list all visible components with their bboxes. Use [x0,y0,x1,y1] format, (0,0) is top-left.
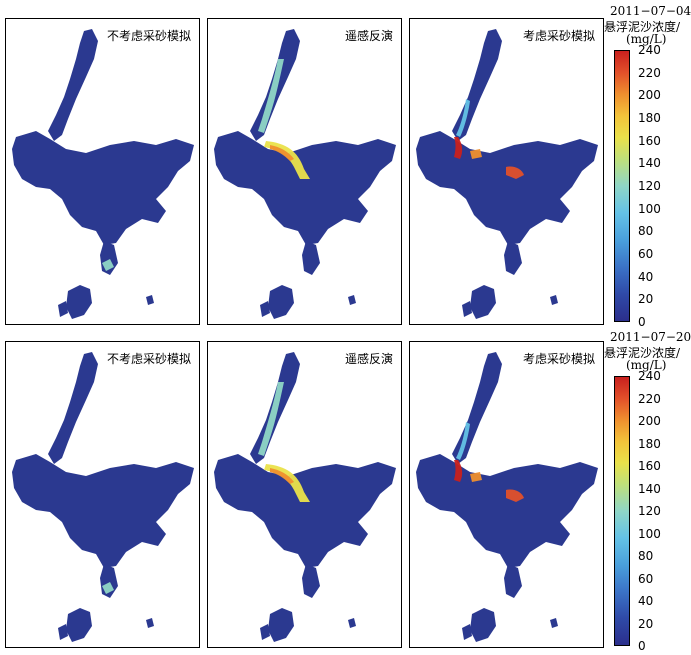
panel-title: 不考虑采砂模拟 [106,29,191,43]
colorbar-tick-label: 100 [638,201,661,216]
colorbar-tick-label: 160 [638,133,661,148]
colorbar-tick-label: 160 [638,459,661,473]
legend-unit-label: (mg/L) [626,358,667,372]
colorbar-tick-label: 20 [638,292,654,307]
map-panel-r2-nosand: 不考虑采砂模拟 [5,341,200,648]
colorbar-tick-label: 0 [638,315,646,329]
colorbar-tick-label: 240 [638,43,661,57]
colorbar-tick-label: 60 [638,571,654,586]
lake-map [12,29,194,319]
lake-map [416,29,598,319]
legend-unit-label: (mg/L) [626,32,667,46]
colorbar-tick-label: 0 [638,639,646,653]
panel-title: 遥感反演 [344,29,393,43]
colorbar-tick-label: 240 [638,369,661,383]
colorbar-tick-label: 140 [638,156,661,171]
colorbar-legend-r2: 2011−07−20 悬浮泥沙浓度/ (mg/L) 240 220 200 180 16… [604,326,691,655]
colorbar [614,50,630,322]
colorbar-tick-label: 140 [638,481,661,496]
colorbar-tick-label: 180 [638,111,661,125]
colorbar-tick-label: 220 [638,391,661,406]
panel-title: 不考虑采砂模拟 [106,352,191,366]
colorbar-tick-label: 220 [638,65,661,80]
panel-title: 考虑采砂模拟 [522,352,595,366]
panel-title: 考虑采砂模拟 [522,29,595,43]
colorbar-tick-label: 200 [638,88,661,103]
legend-date: 2011−07−20 [610,330,691,344]
colorbar-tick-label: 80 [638,224,654,239]
colorbar [614,376,630,646]
lake-map [214,29,396,319]
map-panel-r1-rs: 遥感反演 [207,18,402,325]
map-panel-r2-rs: 遥感反演 [207,341,402,648]
colorbar-tick-label: 120 [638,504,661,518]
colorbar-tick-label: 120 [638,179,661,193]
map-panel-r2-sand: 考虑采砂模拟 [409,341,604,648]
map-panel-r1-sand: 考虑采砂模拟 [409,18,604,325]
colorbar-tick-label: 40 [638,594,654,608]
colorbar-tick-label: 60 [638,247,654,261]
map-panel-r1-nosand: 不考虑采砂模拟 [5,18,200,325]
colorbar-tick-label: 200 [638,414,661,428]
colorbar-tick-label: 40 [638,269,654,284]
colorbar-tick-label: 80 [638,549,654,563]
legend-date: 2011−07−04 [610,4,691,18]
colorbar-tick-label: 180 [638,436,661,451]
panel-title: 遥感反演 [344,352,393,366]
colorbar-tick-label: 100 [638,526,661,541]
legend-unit-label: 悬浮泥沙浓度/ [604,346,681,360]
lake-map [416,352,598,642]
colorbar-tick-label: 20 [638,616,654,631]
lake-map [12,352,194,642]
colorbar-legend-r1: 2011−07−04 悬浮泥沙浓度/ (mg/L) 240 220 200 180 16… [604,0,691,330]
lake-map [214,352,396,642]
legend-unit-label: 悬浮泥沙浓度/ [604,20,681,34]
